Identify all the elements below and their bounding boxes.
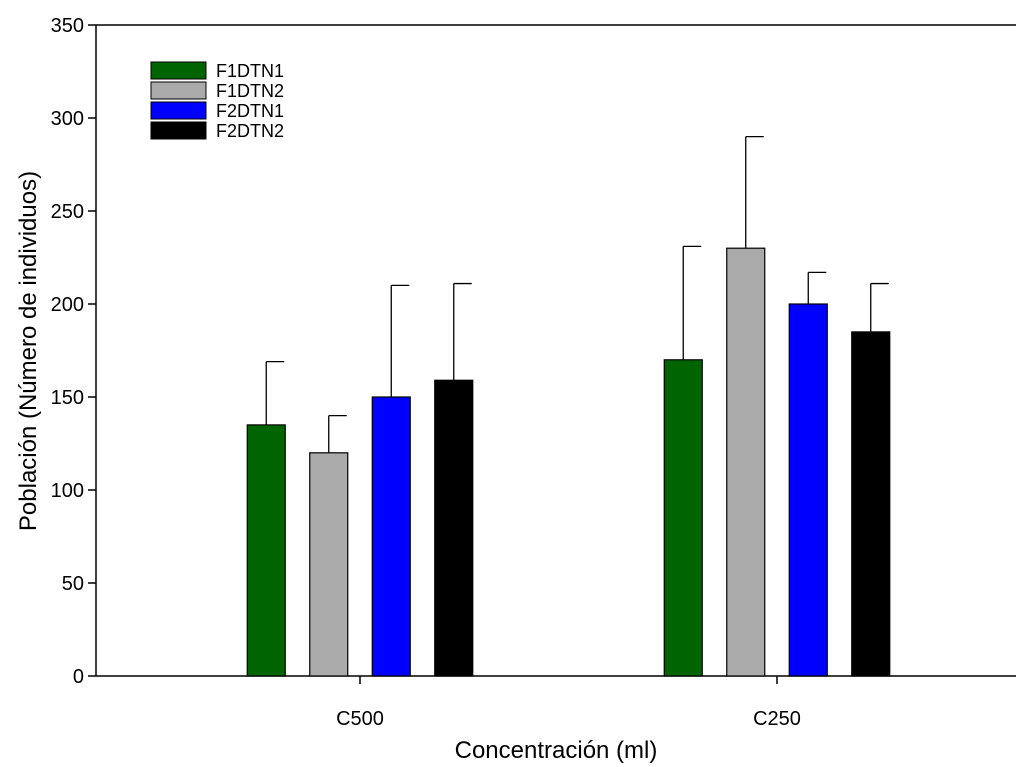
y-tick-label: 150 xyxy=(51,387,84,409)
legend-label: F1DTN1 xyxy=(216,61,284,81)
x-axis-title: Concentración (ml) xyxy=(455,737,658,764)
bar xyxy=(663,359,703,677)
bar xyxy=(851,331,891,677)
y-tick-label: 300 xyxy=(51,108,84,130)
bar xyxy=(246,424,286,677)
legend-swatch xyxy=(150,61,207,80)
legend-swatch xyxy=(150,121,207,140)
y-tick-label: 0 xyxy=(73,666,84,688)
bar xyxy=(434,379,474,677)
y-tick-label: 200 xyxy=(51,294,84,316)
bars-group xyxy=(246,135,891,677)
y-tick-label: 100 xyxy=(51,480,84,502)
legend-swatch xyxy=(150,101,207,120)
bar xyxy=(788,303,828,677)
y-tick-label: 50 xyxy=(62,573,84,595)
y-axis-title: Población (Número de individuos) xyxy=(15,171,42,531)
legend-label: F2DTN1 xyxy=(216,101,284,121)
legend-label: F1DTN2 xyxy=(216,81,284,101)
legend-label: F2DTN2 xyxy=(216,121,284,141)
y-tick-label: 250 xyxy=(51,201,84,223)
legend-swatch xyxy=(150,81,207,100)
y-axis-ticks: 0 50 100 150 200 250 300 350 xyxy=(51,15,96,688)
x-tick-label: C250 xyxy=(753,708,801,730)
bar xyxy=(726,247,766,677)
y-tick-label: 350 xyxy=(51,15,84,37)
bar xyxy=(309,452,349,677)
bar xyxy=(371,396,411,677)
x-tick-label: C500 xyxy=(336,708,384,730)
x-axis-ticks: C500 C250 xyxy=(336,676,801,730)
